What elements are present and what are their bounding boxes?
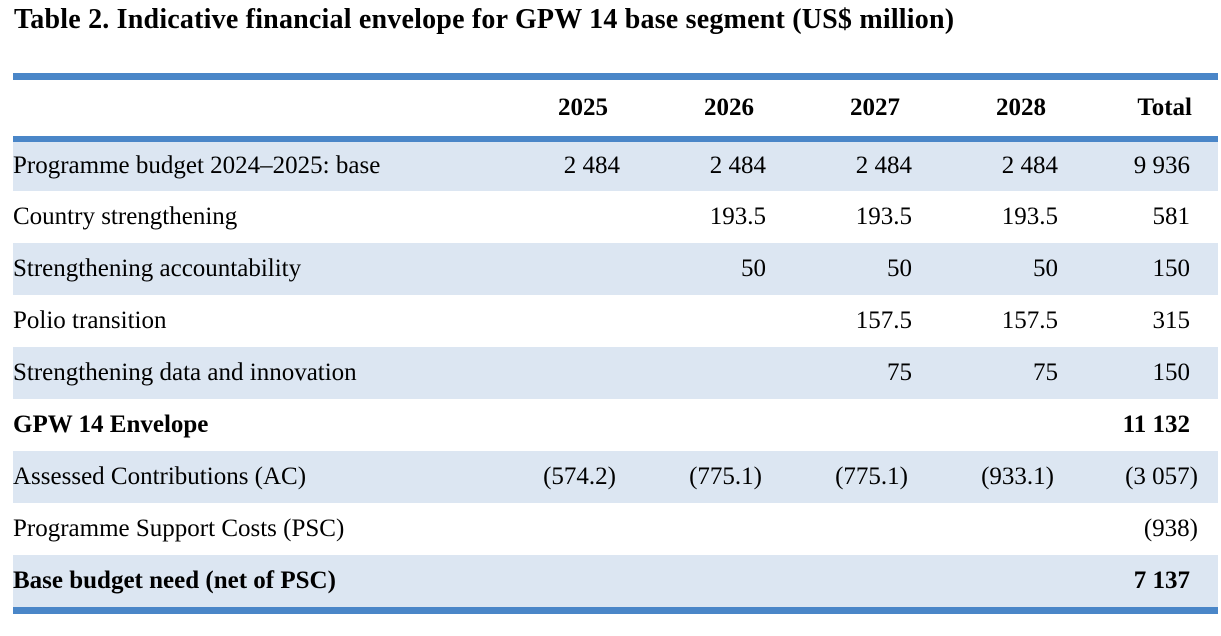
cell-2025: 2 484 <box>563 152 620 179</box>
cell-total: 150 <box>1152 254 1191 282</box>
row-label: Assessed Contributions (AC) <box>13 462 307 490</box>
row-label: Country strengthening <box>13 202 238 230</box>
cell-2025: (574.2) <box>543 462 616 490</box>
cell-2026 <box>620 295 766 347</box>
cell-2025 <box>474 295 620 347</box>
table-row-data-and-innovation: Strengthening data and innovation 75 75 … <box>13 346 1218 399</box>
cell-2026: (775.1) <box>689 462 762 490</box>
page-title: Table 2. Indicative financial envelope f… <box>14 4 955 35</box>
cell-total: 11 132 <box>1122 410 1190 438</box>
row-label: Strengthening accountability <box>13 254 302 282</box>
cell-2025 <box>474 347 620 399</box>
table-row-programme-support-costs: Programme Support Costs (PSC) (938) <box>13 503 1218 555</box>
cell-2027: 157.5 <box>855 306 912 334</box>
cell-2025 <box>474 555 620 611</box>
table-row-programme-budget: Programme budget 2024–2025: base 2 484 2… <box>13 138 1218 191</box>
table-row-assessed-contributions: Assessed Contributions (AC) (574.2) (775… <box>13 450 1218 503</box>
cell-2027: 75 <box>887 358 912 386</box>
cell-2026 <box>620 399 766 451</box>
row-label: Programme Support Costs (PSC) <box>13 514 345 542</box>
financial-envelope-table: 2025 2026 2027 2028 Total Programme budg… <box>13 73 1218 614</box>
header-row: 2025 2026 2027 2028 Total <box>13 77 1218 139</box>
cell-2027 <box>766 399 912 451</box>
cell-total: (938) <box>1143 514 1198 542</box>
cell-2028: 50 <box>1033 254 1058 282</box>
cell-total: 150 <box>1152 358 1191 386</box>
row-label: Programme budget 2024–2025: base <box>13 152 381 179</box>
cell-2026 <box>620 347 766 399</box>
cell-2028: 193.5 <box>1001 202 1058 230</box>
row-label: Base budget need (net of PSC) <box>13 566 336 594</box>
cell-2027 <box>766 503 912 555</box>
cell-2027 <box>766 555 912 611</box>
cell-2028 <box>912 399 1058 451</box>
cell-2027: 193.5 <box>855 202 912 230</box>
cell-2027: 2 484 <box>855 152 912 179</box>
cell-2028 <box>912 555 1058 611</box>
cell-total: 315 <box>1152 306 1191 334</box>
cell-total: 9 936 <box>1133 152 1190 179</box>
cell-2026: 193.5 <box>709 202 766 230</box>
cell-2025 <box>474 503 620 555</box>
cell-2026 <box>620 503 766 555</box>
cell-2028: 75 <box>1033 358 1058 386</box>
cell-2025 <box>474 243 620 295</box>
cell-total: 581 <box>1152 202 1191 230</box>
cell-2026: 50 <box>741 254 766 282</box>
col-header-blank <box>13 77 474 139</box>
cell-total: (3 057) <box>1125 462 1198 490</box>
table-row-polio-transition: Polio transition 157.5 157.5 315 <box>13 295 1218 347</box>
cell-2028: (933.1) <box>981 462 1054 490</box>
cell-2028 <box>912 503 1058 555</box>
row-label: Strengthening data and innovation <box>13 358 357 386</box>
col-header-2028: 2028 <box>996 93 1046 121</box>
cell-2025 <box>474 399 620 451</box>
cell-2028: 2 484 <box>1001 152 1058 179</box>
cell-2026: 2 484 <box>709 152 766 179</box>
cell-2028: 157.5 <box>1001 306 1058 334</box>
table-row-strengthening-accountability: Strengthening accountability 50 50 50 15… <box>13 242 1218 295</box>
col-header-2027: 2027 <box>850 93 900 121</box>
table-row-gpw14-envelope: GPW 14 Envelope 11 132 <box>13 399 1218 451</box>
col-header-2026: 2026 <box>704 93 754 121</box>
cell-2027: (775.1) <box>835 462 908 490</box>
table-row-base-budget-need: Base budget need (net of PSC) 7 137 <box>13 554 1218 611</box>
col-header-total: Total <box>1137 93 1192 121</box>
table-row-country-strengthening: Country strengthening 193.5 193.5 193.5 … <box>13 191 1218 243</box>
cell-2026 <box>620 555 766 611</box>
cell-2027: 50 <box>887 254 912 282</box>
row-label: GPW 14 Envelope <box>13 410 209 438</box>
cell-total: 7 137 <box>1133 566 1190 594</box>
cell-2025 <box>474 191 620 243</box>
row-label: Polio transition <box>13 306 167 334</box>
col-header-2025: 2025 <box>558 93 608 121</box>
